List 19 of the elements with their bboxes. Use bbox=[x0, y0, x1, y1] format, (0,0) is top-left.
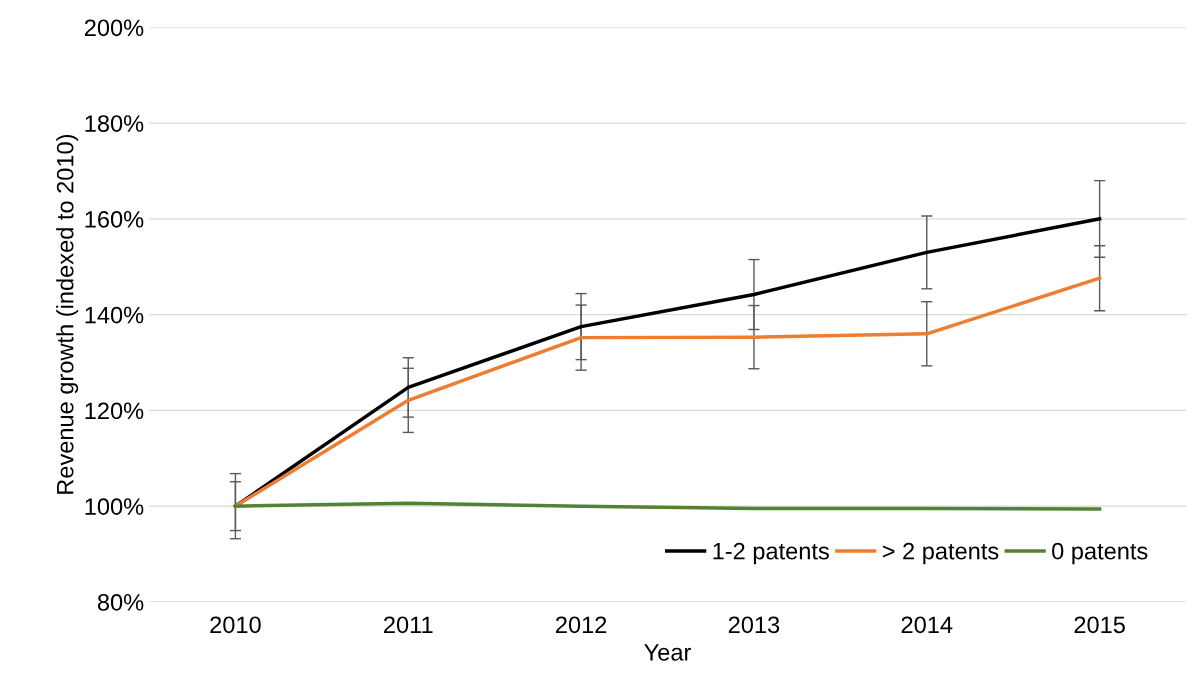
y-tick-label: 80% bbox=[97, 593, 144, 611]
x-tick-label: 2011 bbox=[384, 616, 433, 634]
x-tick-label: 2014 bbox=[901, 616, 953, 634]
y-tick-label: 100% bbox=[85, 498, 144, 515]
legend-label: > 2 patents bbox=[882, 542, 999, 565]
x-tick-label: 2013 bbox=[728, 616, 780, 634]
x-tick-label: 2010 bbox=[210, 616, 261, 634]
y-tick-label: 120% bbox=[85, 402, 144, 420]
x-axis-title: Year bbox=[644, 644, 691, 661]
x-tick-label: 2015 bbox=[1074, 616, 1125, 634]
line-series bbox=[233, 276, 1102, 508]
y-tick-label: 140% bbox=[85, 306, 144, 324]
x-tick-label: 2012 bbox=[556, 616, 607, 634]
y-axis-title: Revenue growth (indexed to 2010) bbox=[56, 134, 79, 494]
y-tick-label: 180% bbox=[85, 115, 144, 132]
legend-label: 1-2 patents bbox=[713, 542, 829, 565]
y-tick-label: 160% bbox=[85, 210, 144, 228]
y-tick-label: 200% bbox=[84, 19, 144, 37]
legend-label: 0 patents bbox=[1052, 542, 1148, 565]
